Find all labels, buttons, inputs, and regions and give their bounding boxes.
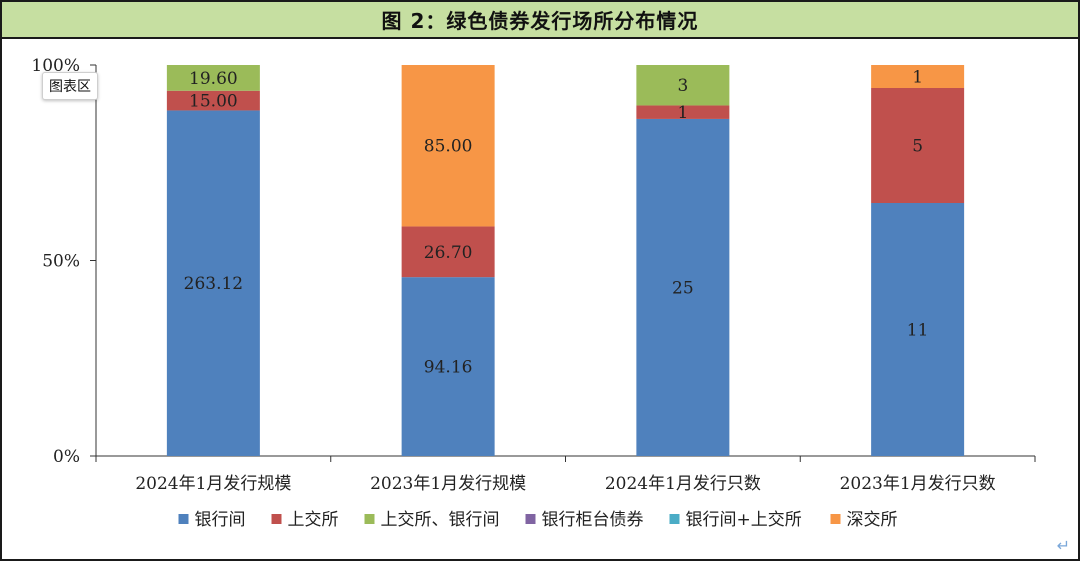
bar-segment: [636, 65, 730, 106]
data-label: 3: [677, 76, 688, 96]
bar-segment: [871, 65, 965, 88]
legend-swatch: [271, 514, 282, 524]
data-label: 85.00: [424, 137, 473, 157]
legend-label: 银行间+上交所: [686, 510, 802, 530]
y-tick-label: 100%: [31, 56, 80, 76]
data-label: 15.00: [189, 92, 238, 112]
bar-segment: [871, 203, 965, 456]
chart-area-tooltip: 图表区: [42, 72, 98, 100]
legend-swatch: [525, 514, 536, 524]
legend-label: 上交所: [288, 510, 339, 530]
y-tick-label: 0%: [53, 447, 80, 467]
legend-swatch: [364, 514, 375, 524]
legend-swatch: [178, 514, 189, 524]
axes: 0% 50% 100% 2024年1月发行规模 2023年1月发行规模 2024年1月发行…: [31, 56, 1036, 494]
data-labels: 263.12 15.00 19.60 94.16 26.70 85.00 25 1 3 11 5 1: [184, 68, 929, 378]
data-label: 26.70: [424, 243, 473, 263]
x-category-label: 2024年1月发行只数: [605, 474, 761, 494]
bar-segment: [166, 65, 260, 91]
legend-swatch: [830, 514, 841, 524]
bar-segment: [636, 105, 730, 119]
y-tick-label: 50%: [42, 252, 80, 272]
legend-swatch: [669, 514, 680, 524]
bar-segment: [401, 277, 495, 456]
data-label: 11: [907, 321, 929, 341]
x-category-label: 2023年1月发行只数: [840, 474, 996, 494]
data-label: 1: [912, 68, 923, 88]
data-label: 263.12: [184, 274, 243, 294]
legend-label: 银行间: [195, 510, 246, 530]
bars: [166, 65, 965, 457]
bar-segment: [401, 65, 495, 227]
legend: 银行间 上交所 上交所、银行间 银行柜台债券 银行间+上交所 深交所: [178, 510, 898, 530]
data-label: 1: [677, 103, 688, 123]
bar-segment: [636, 118, 730, 457]
data-label: 19.60: [189, 69, 238, 89]
data-label: 5: [912, 137, 923, 157]
bar-segment: [166, 110, 260, 457]
title-bar: 图 2：绿色债券发行场所分布情况: [2, 2, 1078, 39]
legend-label: 深交所: [847, 510, 898, 530]
chart-title: 图 2：绿色债券发行场所分布情况: [381, 9, 699, 33]
x-category-label: 2024年1月发行规模: [135, 474, 291, 494]
legend-label: 上交所、银行间: [381, 510, 500, 530]
bar-segment: [871, 88, 965, 203]
x-category-label: 2023年1月发行规模: [370, 474, 526, 494]
bar-segment: [401, 226, 495, 278]
bar-segment: [166, 90, 260, 111]
data-label: 25: [672, 278, 694, 298]
data-label: 94.16: [424, 358, 473, 378]
legend-label: 银行柜台债券: [542, 510, 644, 530]
return-arrow-icon: ↵: [1056, 536, 1070, 555]
